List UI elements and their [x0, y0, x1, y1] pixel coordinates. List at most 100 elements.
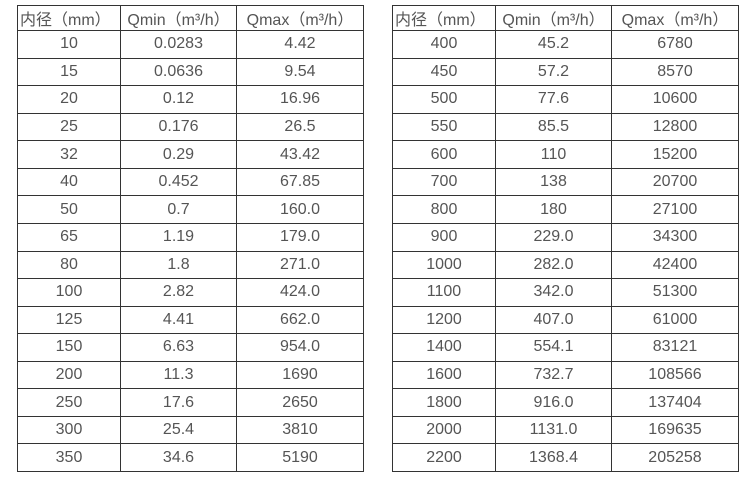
table-cell: 1200: [392, 305, 496, 335]
table-row: 1100 342.0 51300: [392, 278, 739, 307]
table-cell: 43.42: [236, 140, 364, 169]
table-cell: 500: [392, 85, 496, 114]
table-cell: 27100: [611, 195, 739, 224]
table-cell: 80: [17, 250, 121, 280]
table-row: 1400 554.1 83121: [392, 333, 739, 362]
table-cell: 9.54: [236, 57, 364, 87]
table-cell: 85.5: [495, 112, 612, 142]
table-row: 100 2.82 424.0: [17, 278, 364, 307]
table-cell: 0.0283: [120, 30, 237, 59]
table-cell: 2200: [392, 443, 496, 472]
table-cell: 407.0: [495, 305, 612, 335]
table-cell: 11.3: [120, 360, 237, 390]
table-cell: 205258: [611, 443, 739, 472]
table-cell: 10: [17, 30, 121, 59]
column-header: Qmax（m³/h）: [611, 5, 739, 31]
table-cell: 12800: [611, 112, 739, 142]
table-cell: 17.6: [120, 388, 237, 417]
table-cell: 1131.0: [495, 415, 612, 445]
table-cell: 600: [392, 140, 496, 169]
table-cell: 2650: [236, 388, 364, 417]
table-row: 600 110 15200: [392, 140, 739, 169]
table-row: 550 85.5 12800: [392, 112, 739, 142]
table-cell: 1600: [392, 360, 496, 390]
table-row: 700 138 20700: [392, 167, 739, 197]
table-row: 80 1.8 271.0: [17, 250, 364, 280]
table-cell: 8570: [611, 57, 739, 87]
table-cell: 1690: [236, 360, 364, 390]
table-cell: 916.0: [495, 388, 612, 417]
table-cell: 1100: [392, 278, 496, 307]
table-cell: 42400: [611, 250, 739, 280]
table-cell: 40: [17, 167, 121, 197]
table-cell: 554.1: [495, 333, 612, 362]
table-cell: 137404: [611, 388, 739, 417]
table-cell: 0.12: [120, 85, 237, 114]
table-cell: 20: [17, 85, 121, 114]
table-cell: 100: [17, 278, 121, 307]
table-cell: 67.85: [236, 167, 364, 197]
header-row: 内径（mm） Qmin（m³/h） Qmax（m³/h）: [17, 5, 364, 31]
table-cell: 1400: [392, 333, 496, 362]
table-cell: 6780: [611, 30, 739, 59]
table-cell: 550: [392, 112, 496, 142]
table-cell: 25: [17, 112, 121, 142]
table-cell: 15: [17, 57, 121, 87]
table-cell: 250: [17, 388, 121, 417]
table-cell: 4.42: [236, 30, 364, 59]
table-row: 20 0.12 16.96: [17, 85, 364, 114]
table-row: 500 77.6 10600: [392, 85, 739, 114]
table-cell: 34.6: [120, 443, 237, 472]
table-cell: 1800: [392, 388, 496, 417]
table-cell: 424.0: [236, 278, 364, 307]
table-row: 250 17.6 2650: [17, 388, 364, 417]
header-row: 内径（mm） Qmin（m³/h） Qmax（m³/h）: [392, 5, 739, 31]
table-row: 150 6.63 954.0: [17, 333, 364, 362]
table-cell: 77.6: [495, 85, 612, 114]
table-cell: 10600: [611, 85, 739, 114]
table-cell: 180: [495, 195, 612, 224]
table-row: 40 0.452 67.85: [17, 167, 364, 197]
table-cell: 6.63: [120, 333, 237, 362]
table-row: 1000 282.0 42400: [392, 250, 739, 280]
table-row: 25 0.176 26.5: [17, 112, 364, 142]
table-row: 2200 1368.4 205258: [392, 443, 739, 472]
table-cell: 5190: [236, 443, 364, 472]
table-row: 15 0.0636 9.54: [17, 57, 364, 87]
table-row: 50 0.7 160.0: [17, 195, 364, 224]
table-cell: 662.0: [236, 305, 364, 335]
table-cell: 1368.4: [495, 443, 612, 472]
table-cell: 800: [392, 195, 496, 224]
table-row: 200 11.3 1690: [17, 360, 364, 390]
table-cell: 50: [17, 195, 121, 224]
table-cell: 342.0: [495, 278, 612, 307]
table-cell: 732.7: [495, 360, 612, 390]
column-header: Qmin（m³/h）: [120, 5, 237, 31]
table-cell: 4.41: [120, 305, 237, 335]
table-cell: 125: [17, 305, 121, 335]
table-cell: 34300: [611, 222, 739, 252]
table-cell: 57.2: [495, 57, 612, 87]
table-cell: 61000: [611, 305, 739, 335]
table-cell: 179.0: [236, 222, 364, 252]
table-row: 125 4.41 662.0: [17, 305, 364, 335]
table-row: 350 34.6 5190: [17, 443, 364, 472]
table-cell: 954.0: [236, 333, 364, 362]
table-cell: 900: [392, 222, 496, 252]
table-row: 65 1.19 179.0: [17, 222, 364, 252]
table-row: 2000 1131.0 169635: [392, 415, 739, 445]
table-cell: 20700: [611, 167, 739, 197]
table-cell: 0.7: [120, 195, 237, 224]
table-row: 450 57.2 8570: [392, 57, 739, 87]
table-cell: 0.29: [120, 140, 237, 169]
table-cell: 0.0636: [120, 57, 237, 87]
table-row: 1800 916.0 137404: [392, 388, 739, 417]
table-row: 1600 732.7 108566: [392, 360, 739, 390]
table-row: 400 45.2 6780: [392, 30, 739, 59]
table-cell: 229.0: [495, 222, 612, 252]
table-cell: 200: [17, 360, 121, 390]
table-cell: 0.452: [120, 167, 237, 197]
column-header: 内径（mm）: [392, 5, 496, 31]
table-cell: 32: [17, 140, 121, 169]
